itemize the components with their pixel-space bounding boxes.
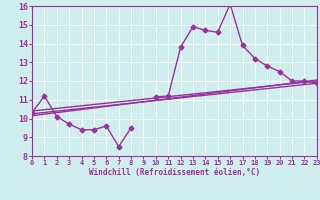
X-axis label: Windchill (Refroidissement éolien,°C): Windchill (Refroidissement éolien,°C)	[89, 168, 260, 177]
